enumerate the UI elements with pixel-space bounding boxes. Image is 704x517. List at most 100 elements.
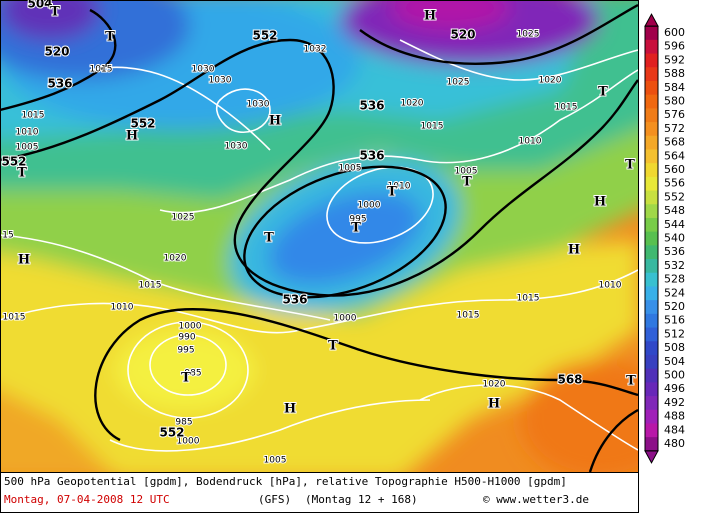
pressure-center: H xyxy=(18,253,30,268)
geopotential-label: 536 xyxy=(359,149,384,163)
legend-label: 588 xyxy=(664,67,685,80)
pressure-label: 1005 xyxy=(16,143,39,153)
legend-label: 540 xyxy=(664,232,685,245)
pressure-label: 985 xyxy=(184,369,201,379)
pressure-center: H xyxy=(284,402,296,417)
pressure-center: H xyxy=(424,9,436,24)
legend-label: 596 xyxy=(664,40,685,53)
legend-swatch xyxy=(645,149,658,164)
pressure-center: T xyxy=(625,158,635,173)
pressure-label: 1000 xyxy=(179,322,202,332)
legend-label: 564 xyxy=(664,149,685,162)
pressure-label: 1015 xyxy=(555,103,578,113)
legend-swatch xyxy=(645,341,658,356)
pressure-center: H xyxy=(594,195,606,210)
pressure-label: 1010 xyxy=(519,137,542,147)
legend-swatch xyxy=(645,423,658,438)
legend-swatch xyxy=(645,135,658,150)
legend-label: 504 xyxy=(664,355,685,368)
geopotential-label: 504 xyxy=(27,0,52,11)
legend-swatch xyxy=(645,204,658,219)
legend-swatch xyxy=(645,313,658,329)
legend-swatch xyxy=(645,176,658,192)
pressure-label: 985 xyxy=(175,418,192,428)
legend-label: 532 xyxy=(664,259,685,272)
geopotential-label: 552 xyxy=(130,117,155,131)
pressure-center: T xyxy=(462,175,472,190)
pressure-label: 1005 xyxy=(339,164,362,174)
pressure-label: 15 xyxy=(2,231,13,241)
pressure-center: T xyxy=(351,221,361,236)
pressure-label: 1020 xyxy=(164,254,187,264)
pressure-center: T xyxy=(50,5,60,20)
pressure-center: T xyxy=(387,185,397,200)
geopotential-label: 552 xyxy=(252,29,277,43)
geopotential-label: 552 xyxy=(1,155,26,169)
legend-swatch xyxy=(645,354,658,370)
legend-swatch xyxy=(645,327,658,342)
legend-arrow-bottom xyxy=(644,450,659,464)
pressure-center: T xyxy=(17,166,27,181)
pressure-center: T xyxy=(105,30,115,45)
legend-swatch xyxy=(645,39,658,55)
legend-swatch xyxy=(645,80,658,96)
pressure-center: T xyxy=(264,231,274,246)
legend-swatch xyxy=(645,396,658,411)
pressure-label: 1025 xyxy=(172,213,195,223)
pressure-label: 1015 xyxy=(517,294,540,304)
pressure-label: 1000 xyxy=(177,437,200,447)
pressure-label: 1015 xyxy=(457,311,480,321)
legend-label: 600 xyxy=(664,26,685,39)
legend-swatch xyxy=(645,259,658,274)
pressure-label: 1015 xyxy=(22,111,45,121)
pressure-label: 1005 xyxy=(455,167,478,177)
pressure-label: 995 xyxy=(177,346,194,356)
pressure-label: 1015 xyxy=(139,281,162,291)
geopotential-label: 536 xyxy=(47,77,72,91)
pressure-center: T xyxy=(598,85,608,100)
legend-swatch xyxy=(645,53,658,68)
legend-label: 528 xyxy=(664,273,685,286)
legend-label: 556 xyxy=(664,177,685,190)
legend-swatch xyxy=(645,231,658,246)
geopotential-label: 520 xyxy=(44,45,69,59)
pressure-label: 1030 xyxy=(192,65,215,75)
pressure-label: 1020 xyxy=(401,99,424,109)
legend-label: 508 xyxy=(664,341,685,354)
pressure-label: 1010 xyxy=(599,281,622,291)
legend-label: 572 xyxy=(664,122,685,135)
legend-swatch xyxy=(645,286,658,301)
pressure-label: 1010 xyxy=(111,303,134,313)
pressure-label: 1032 xyxy=(304,45,327,55)
pressure-center: T xyxy=(181,371,191,386)
legend-label: 592 xyxy=(664,53,685,66)
legend-label: 544 xyxy=(664,218,685,231)
legend-label: 500 xyxy=(664,369,685,382)
legend-label: 576 xyxy=(664,108,685,121)
legend-swatch xyxy=(645,382,658,397)
legend-swatch xyxy=(645,108,658,123)
pressure-label: 1015 xyxy=(90,65,113,75)
legend-label: 484 xyxy=(664,423,685,436)
legend-label: 584 xyxy=(664,81,685,94)
footer-model: (GFS) xyxy=(258,493,291,506)
pressure-label: 990 xyxy=(178,333,195,343)
pressure-center: H xyxy=(126,129,138,144)
legend-swatch xyxy=(645,437,658,452)
legend-swatch xyxy=(645,163,658,178)
geopotential-label: 568 xyxy=(557,373,582,387)
legend-swatch xyxy=(645,409,658,424)
legend-swatch xyxy=(645,94,658,109)
footer-date: Montag, 07-04-2008 12 UTC xyxy=(4,493,170,506)
pressure-label: 1010 xyxy=(388,182,411,192)
legend-arrow-top xyxy=(644,13,659,27)
pressure-label: 1020 xyxy=(483,380,506,390)
pressure-center: T xyxy=(626,374,636,389)
legend-label: 496 xyxy=(664,382,685,395)
legend-label: 488 xyxy=(664,410,685,423)
legend-swatch xyxy=(645,272,658,287)
geopotential-label: 536 xyxy=(359,99,384,113)
footer-title: 500 hPa Geopotential [gpdm], Bodendruck … xyxy=(4,475,567,488)
